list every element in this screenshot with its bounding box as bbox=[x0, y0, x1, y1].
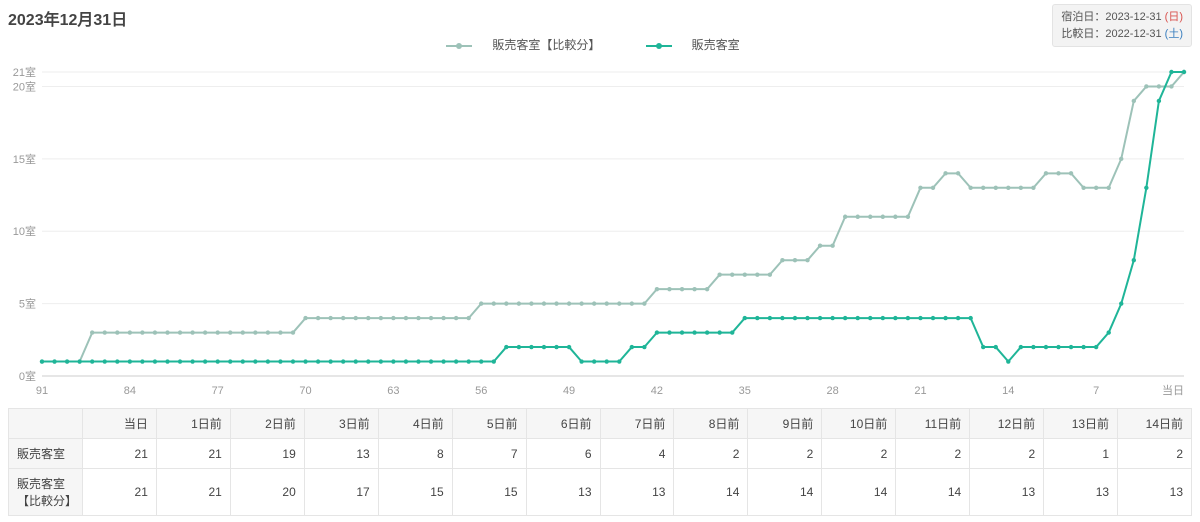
table-col-header: 当日 bbox=[82, 409, 156, 439]
table-cell: 15 bbox=[378, 469, 452, 516]
table-cell: 2 bbox=[674, 439, 748, 469]
svg-text:35: 35 bbox=[739, 385, 751, 397]
table-cell: 13 bbox=[970, 469, 1044, 516]
table-cell: 2 bbox=[1118, 439, 1192, 469]
legend-label-compare: 販売客室【比較分】 bbox=[492, 36, 600, 53]
svg-text:42: 42 bbox=[651, 385, 663, 397]
svg-text:14: 14 bbox=[1002, 385, 1014, 397]
svg-text:0室: 0室 bbox=[19, 369, 36, 383]
table-cell: 6 bbox=[526, 439, 600, 469]
series-compare bbox=[40, 70, 1186, 364]
svg-text:91: 91 bbox=[36, 385, 48, 397]
svg-text:10室: 10室 bbox=[13, 224, 36, 238]
legend-swatch-compare-icon bbox=[446, 45, 472, 47]
stay-date-label: 宿泊日： bbox=[1061, 11, 1105, 23]
legend-label-main: 販売客室 bbox=[692, 36, 740, 53]
svg-text:21室: 21室 bbox=[13, 65, 36, 79]
stay-date-dow: (日) bbox=[1165, 11, 1183, 23]
table-row: 販売客室【比較分】212120171515131314141414131313 bbox=[9, 469, 1192, 516]
table-cell: 15 bbox=[452, 469, 526, 516]
table-row-label: 販売客室 bbox=[9, 439, 83, 469]
table-cell: 13 bbox=[1118, 469, 1192, 516]
table-row-label: 販売客室【比較分】 bbox=[9, 469, 83, 516]
table-cell: 8 bbox=[378, 439, 452, 469]
table-col-header: 8日前 bbox=[674, 409, 748, 439]
table-cell: 14 bbox=[674, 469, 748, 516]
table-col-header: 11日前 bbox=[896, 409, 970, 439]
chart-svg: 0室 5室 10室 15室 20室21室 91 84 77 70 63 56 49 42 35 28 21 14… bbox=[12, 58, 1188, 404]
table-col-header: 2日前 bbox=[230, 409, 304, 439]
table-cell: 21 bbox=[82, 469, 156, 516]
table-cell: 14 bbox=[896, 469, 970, 516]
table-corner bbox=[9, 409, 83, 439]
legend-swatch-main-icon bbox=[646, 45, 672, 47]
table-cell: 21 bbox=[82, 439, 156, 469]
table-cell: 7 bbox=[452, 439, 526, 469]
table-cell: 21 bbox=[156, 439, 230, 469]
table-cell: 14 bbox=[822, 469, 896, 516]
svg-text:56: 56 bbox=[475, 385, 487, 397]
table-row: 販売客室2121191387642222212 bbox=[9, 439, 1192, 469]
table-cell: 4 bbox=[600, 439, 674, 469]
table-cell: 2 bbox=[748, 439, 822, 469]
table-cell: 17 bbox=[304, 469, 378, 516]
table-col-header: 5日前 bbox=[452, 409, 526, 439]
table-cell: 14 bbox=[748, 469, 822, 516]
table-col-header: 4日前 bbox=[378, 409, 452, 439]
table-col-header: 9日前 bbox=[748, 409, 822, 439]
table-col-header: 3日前 bbox=[304, 409, 378, 439]
svg-text:20室: 20室 bbox=[13, 79, 36, 93]
svg-text:5室: 5室 bbox=[19, 297, 36, 311]
table-cell: 2 bbox=[822, 439, 896, 469]
table-cell: 13 bbox=[526, 469, 600, 516]
legend-item-main[interactable]: 販売客室 bbox=[646, 36, 754, 53]
stay-date-value: 2023-12-31 bbox=[1105, 11, 1161, 23]
svg-text:7: 7 bbox=[1093, 385, 1099, 397]
table-col-header: 12日前 bbox=[970, 409, 1044, 439]
data-table: 当日1日前2日前3日前4日前5日前6日前7日前8日前9日前10日前11日前12日… bbox=[8, 408, 1192, 516]
table-cell: 13 bbox=[600, 469, 674, 516]
table-col-header: 10日前 bbox=[822, 409, 896, 439]
svg-text:28: 28 bbox=[826, 385, 838, 397]
svg-text:77: 77 bbox=[212, 385, 224, 397]
stay-date-row: 宿泊日：2023-12-31 (日) bbox=[1061, 9, 1183, 26]
svg-text:15室: 15室 bbox=[13, 152, 36, 166]
chart-x-axis: 91 84 77 70 63 56 49 42 35 28 21 14 7 当日 bbox=[36, 383, 1184, 397]
table-cell: 19 bbox=[230, 439, 304, 469]
chart-y-axis: 0室 5室 10室 15室 20室21室 bbox=[13, 65, 36, 383]
svg-text:当日: 当日 bbox=[1162, 383, 1184, 397]
table-col-header: 7日前 bbox=[600, 409, 674, 439]
svg-text:70: 70 bbox=[299, 385, 311, 397]
line-chart: 0室 5室 10室 15室 20室21室 91 84 77 70 63 56 49 42 35 28 21 14… bbox=[12, 58, 1188, 404]
svg-text:63: 63 bbox=[387, 385, 399, 397]
legend-item-compare[interactable]: 販売客室【比較分】 bbox=[446, 36, 614, 53]
table-col-header: 14日前 bbox=[1118, 409, 1192, 439]
chart-grid bbox=[42, 72, 1184, 376]
table-cell: 1 bbox=[1044, 439, 1118, 469]
svg-text:21: 21 bbox=[914, 385, 926, 397]
table-cell: 13 bbox=[304, 439, 378, 469]
table-col-header: 1日前 bbox=[156, 409, 230, 439]
table-col-header: 13日前 bbox=[1044, 409, 1118, 439]
table-cell: 2 bbox=[970, 439, 1044, 469]
series-main bbox=[40, 70, 1186, 364]
table-cell: 2 bbox=[896, 439, 970, 469]
table-cell: 20 bbox=[230, 469, 304, 516]
svg-text:84: 84 bbox=[124, 385, 136, 397]
table-col-header: 6日前 bbox=[526, 409, 600, 439]
table-cell: 13 bbox=[1044, 469, 1118, 516]
page-title: 2023年12月31日 bbox=[8, 6, 127, 30]
chart-legend: 販売客室【比較分】 販売客室 bbox=[0, 36, 1200, 53]
svg-text:49: 49 bbox=[563, 385, 575, 397]
table-cell: 21 bbox=[156, 469, 230, 516]
